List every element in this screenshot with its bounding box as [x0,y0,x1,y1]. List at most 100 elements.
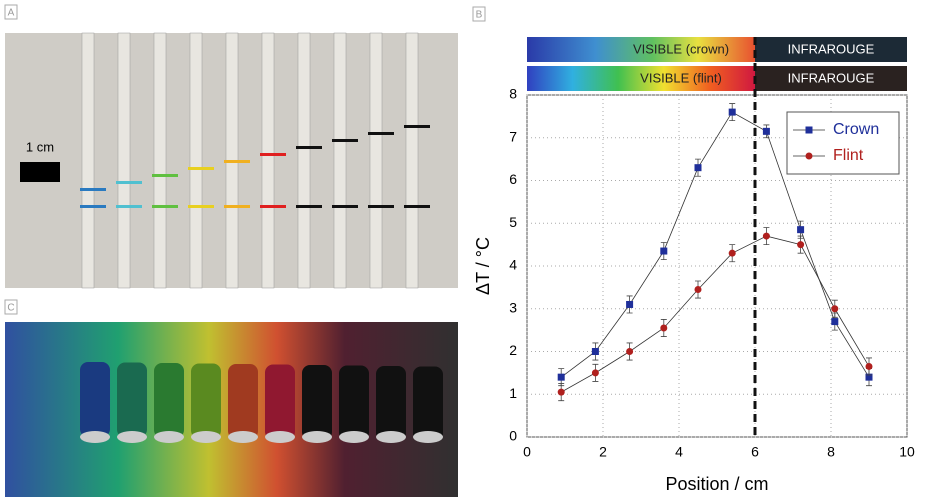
tube-mark [80,205,106,208]
band-visible [527,66,755,91]
band-infrared [755,66,907,91]
legend-marker [805,152,813,160]
tube-mark [368,205,394,208]
marker [557,373,565,381]
legend-label: Crown [833,121,879,138]
x-tick-label: 8 [827,444,835,460]
panel-label-box [472,6,486,22]
marker [865,373,873,381]
tube [333,32,347,289]
tube-mark [152,174,178,177]
scale-bar-label: 1 cm [26,139,54,154]
tube-mark [404,205,430,208]
tube-mark [296,205,322,208]
cylinder [80,362,110,437]
cylinder [191,363,221,439]
marker [660,247,668,255]
cylinder [339,365,369,441]
marker [831,305,839,313]
y-tick-label: 1 [509,385,517,401]
y-tick-label: 3 [509,299,517,315]
panel-label-box [4,4,18,20]
y-axis-label: ΔT / °C [473,237,493,295]
tube [81,32,95,289]
marker [694,286,702,294]
marker [626,348,634,355]
band-visible [527,37,755,62]
cylinder-top [80,431,110,443]
y-tick-label: 7 [509,128,517,144]
tube-mark [368,132,394,135]
cylinders [80,362,443,443]
band-label: VISIBLE (crown) [633,41,729,56]
cylinder-top [191,431,221,443]
marker [557,388,565,396]
panel-label-box [4,299,18,315]
band-label: INFRAROUGE [788,70,875,85]
cylinder-top [265,431,295,443]
marker [865,362,873,370]
series-line [560,111,870,378]
tube [369,32,383,289]
cylinder-top [376,431,406,443]
tube-mark [224,160,250,163]
tube-mark [188,167,214,170]
cylinder-top [302,431,332,443]
cylinder-top [154,431,184,443]
y-tick-label: 6 [509,171,517,187]
marker [660,324,668,332]
legend-label: Flint [833,147,864,164]
marker [694,164,702,172]
panel-label: B [476,10,483,21]
tube-mark [116,205,142,208]
tube [117,32,131,289]
legend-marker [805,126,813,134]
cylinder [376,366,406,441]
cylinder-top [339,431,369,443]
marker [831,318,839,326]
tubes [80,32,430,289]
y-tick-label: 2 [509,342,517,358]
y-tick-label: 5 [509,214,517,230]
x-tick-label: 0 [523,444,531,460]
marker [591,348,599,355]
cylinder [413,366,443,442]
marker [728,249,736,257]
tube-mark [260,205,286,208]
cylinder [228,364,258,439]
y-tick-label: 0 [509,428,517,444]
marker [728,108,736,116]
x-tick-label: 4 [675,444,683,460]
cylinder [117,362,147,438]
panel-label: C [7,303,14,314]
tube-mark [332,139,358,142]
x-tick-label: 6 [751,444,759,460]
tube-mark [296,146,322,149]
x-tick-label: 10 [899,444,915,460]
tube-mark [188,205,214,208]
x-axis-label: Position / cm [665,474,768,494]
marker [626,300,634,308]
tube [297,32,311,289]
legend-box [786,111,900,175]
cylinder-top [413,431,443,443]
marker [797,226,805,234]
cylinder-top [117,431,147,443]
band-infrared [755,37,907,62]
cylinder-top [228,431,258,443]
band-label: INFRAROUGE [788,41,875,56]
cylinder [154,363,184,438]
y-tick-label: 8 [509,86,517,102]
tube [261,32,275,289]
chart: VISIBLE (crown) INFRAROUGE VISIBLE (flint)… [473,37,915,494]
tube-mark [116,181,142,184]
x-tick-label: 2 [599,444,607,460]
series-line [561,235,870,393]
tube-mark [152,205,178,208]
cylinder [265,364,295,440]
band-label: VISIBLE (flint) [640,70,722,85]
marker [762,127,770,135]
tube [405,32,419,289]
marker [762,232,770,240]
tube-mark [80,188,106,191]
